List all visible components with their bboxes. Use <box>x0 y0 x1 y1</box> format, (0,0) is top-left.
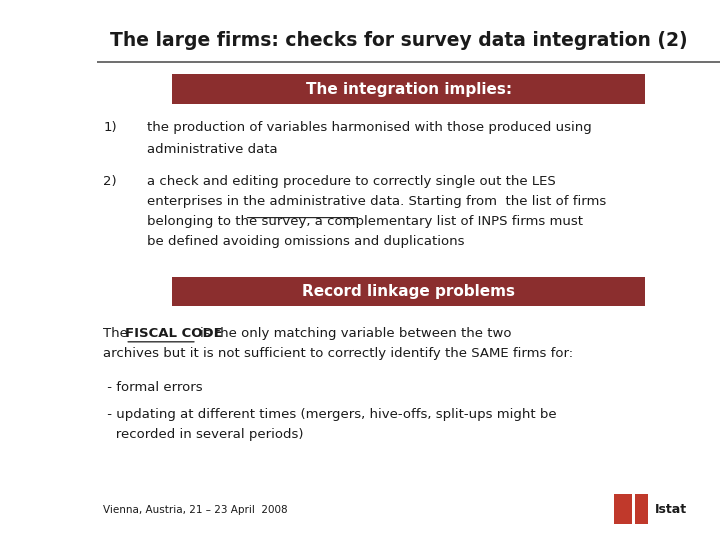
FancyBboxPatch shape <box>635 494 648 524</box>
Text: Record linkage problems: Record linkage problems <box>302 284 515 299</box>
Text: FISCAL CODE: FISCAL CODE <box>125 327 223 340</box>
Text: a check and editing procedure to correctly single out the LES: a check and editing procedure to correct… <box>147 176 556 188</box>
Text: 1): 1) <box>104 122 117 134</box>
Text: Vienna, Austria, 21 – 23 April  2008: Vienna, Austria, 21 – 23 April 2008 <box>104 505 288 515</box>
Text: enterprises in the administrative data. Starting from  the list of firms: enterprises in the administrative data. … <box>147 195 606 208</box>
Text: be defined avoiding omissions and duplications: be defined avoiding omissions and duplic… <box>147 235 464 248</box>
FancyBboxPatch shape <box>172 276 645 306</box>
FancyBboxPatch shape <box>172 74 645 104</box>
Text: - formal errors: - formal errors <box>104 381 203 394</box>
Text: Work Session on: Work Session on <box>0 60 84 69</box>
Text: recorded in several periods): recorded in several periods) <box>104 428 304 441</box>
Text: The large firms: checks for survey data integration (2): The large firms: checks for survey data … <box>109 31 688 50</box>
Text: The: The <box>104 327 132 340</box>
Text: belonging to the survey, a complementary list of INPS firms must: belonging to the survey, a complementary… <box>147 215 583 228</box>
Text: Editing: Editing <box>23 131 59 139</box>
Text: 2): 2) <box>104 176 117 188</box>
Text: The integration implies:: The integration implies: <box>305 82 512 97</box>
Text: archives but it is not sufficient to correctly identify the SAME firms for:: archives but it is not sufficient to cor… <box>104 347 574 360</box>
Text: the production of variables harmonised with those produced using: the production of variables harmonised w… <box>147 122 592 134</box>
Text: is the only matching variable between the two: is the only matching variable between th… <box>200 327 511 340</box>
Text: Istat: Istat <box>654 503 687 516</box>
FancyBboxPatch shape <box>614 494 631 524</box>
Text: - updating at different times (mergers, hive-offs, split-ups might be: - updating at different times (mergers, … <box>104 408 557 421</box>
Text: Statistical Data: Statistical Data <box>1 96 81 104</box>
Text: administrative data: administrative data <box>147 143 278 156</box>
